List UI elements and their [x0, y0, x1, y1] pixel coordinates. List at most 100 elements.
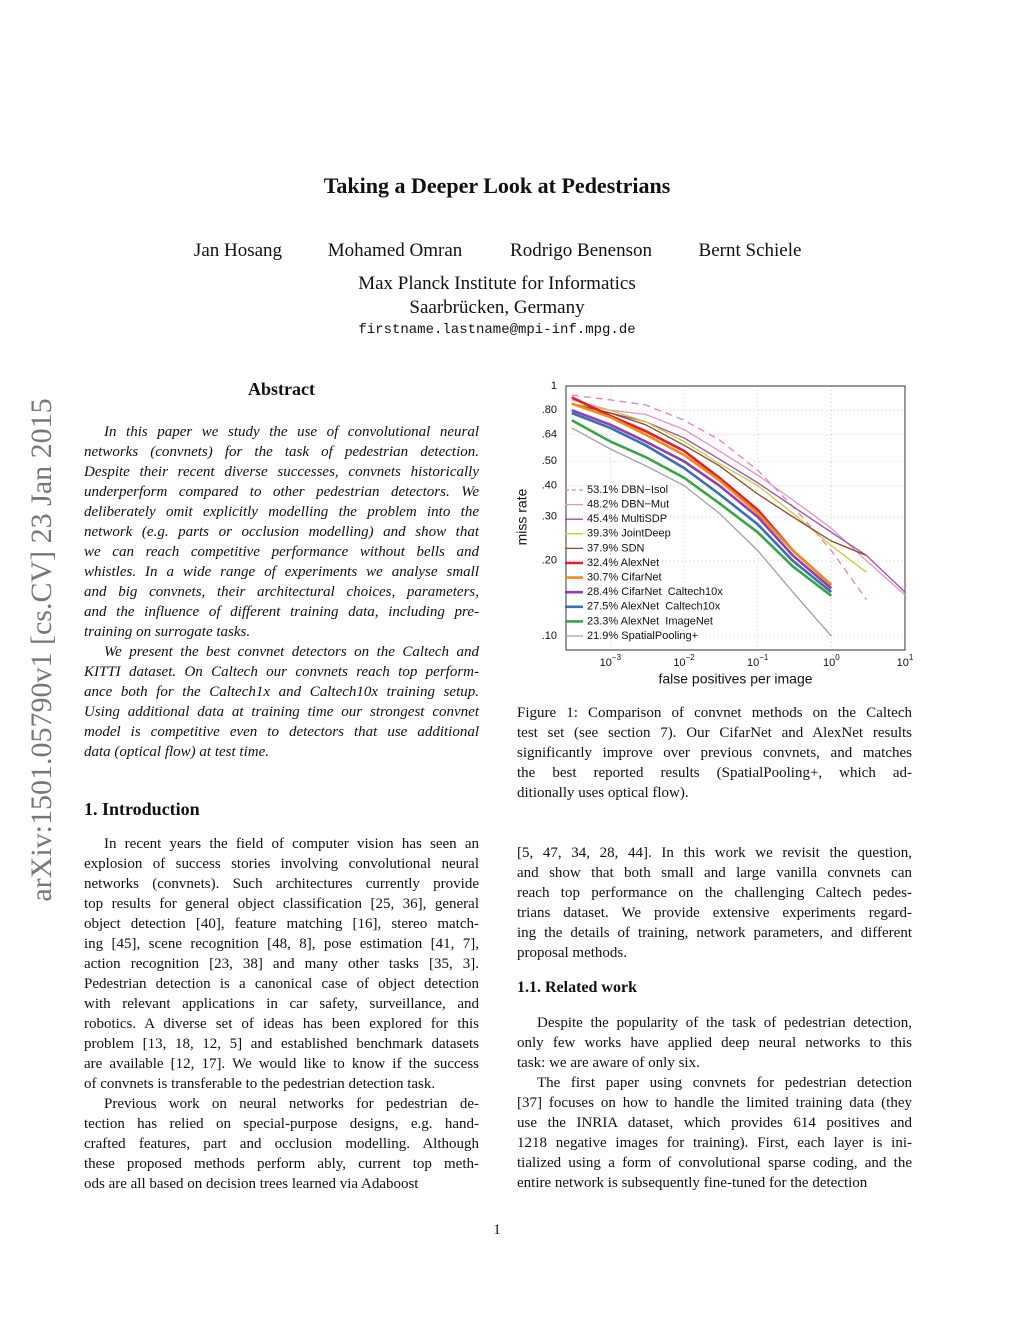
text-line: robotics. A diverse set of ideas has bee…	[84, 1016, 479, 1032]
legend-label: 39.3% JointDeep	[587, 528, 671, 540]
author: Bernt Schiele	[698, 240, 802, 261]
text-line: top results for general object classific…	[84, 896, 479, 912]
legend-label: 27.5% AlexNet Caltech10x	[587, 601, 721, 613]
legend-label: 37.9% SDN	[587, 542, 645, 554]
text-line: [37] focuses on how to handle the limite…	[517, 1095, 912, 1111]
legend-label: 28.4% CifarNet Caltech10x	[587, 586, 723, 598]
text-line: crafted features, part and occlusion mod…	[84, 1136, 479, 1152]
y-tick-label: .64	[542, 428, 557, 440]
series-line	[571, 411, 833, 594]
text-line: Despite the popularity of the task of pe…	[537, 1015, 912, 1031]
text-line: reach top performance on the challenging…	[517, 885, 912, 901]
y-tick-label: .40	[542, 479, 557, 491]
text-line: tialized using a form of convolutional s…	[517, 1155, 912, 1171]
text-line: networks (convnets). Such architectures …	[84, 876, 479, 892]
page-number: 1	[493, 1222, 501, 1238]
text-line: training on surrogate tasks.	[84, 624, 251, 640]
author: Jan Hosang	[193, 240, 283, 261]
affiliation: Max Planck Institute for Informatics	[358, 273, 636, 294]
text-line: and the influence of different training …	[84, 604, 479, 620]
x-tick-label: 101	[897, 653, 914, 669]
text-line: tection has relied on special-purpose de…	[84, 1116, 479, 1132]
series-line	[571, 419, 833, 597]
legend-label: 48.2% DBN−Mut	[587, 499, 669, 511]
text-line: ance both for the Caltech1x and Caltech1…	[84, 684, 479, 700]
email: firstname.lastname@mpi-inf.mpg.de	[358, 322, 636, 338]
text-line: underperform compared to other pedestria…	[84, 484, 479, 500]
text-line: ing the details of training, network par…	[517, 925, 912, 941]
x-tick-label: 100	[823, 653, 840, 669]
text-line: entire network is subsequently fine-tune…	[517, 1175, 868, 1191]
plot-frame	[565, 385, 906, 651]
text-line: use the INRIA dataset, which provides 61…	[517, 1115, 912, 1131]
subsection-heading: 1.1. Related work	[517, 979, 637, 996]
y-axis-label: miss rate	[514, 488, 530, 545]
section-heading: 1. Introduction	[84, 799, 200, 819]
author: Mohamed Omran	[327, 240, 463, 261]
title: Taking a Deeper Look at Pedestrians	[323, 173, 671, 198]
legend-label: 45.4% MultiSDP	[587, 513, 667, 525]
text-line: we can reach competitive performance wit…	[84, 544, 479, 560]
text-line: are available [12, 17]. We would like to…	[84, 1056, 479, 1072]
series-line	[571, 402, 833, 587]
text-line: 1218 negative images for training). Firs…	[517, 1135, 912, 1151]
text-line: proposal methods.	[517, 945, 627, 961]
y-tick-label: .30	[542, 511, 557, 523]
text-line: network (e.g. parts or occlusion modelli…	[84, 524, 479, 540]
series-line	[571, 403, 867, 557]
text-line: problem [13, 18, 12, 5] and established …	[84, 1036, 479, 1052]
x-tick-label: 10−3	[600, 653, 622, 669]
series-line	[571, 403, 906, 593]
legend-label: 32.4% AlexNet	[587, 557, 659, 569]
text-line: The first paper using convnets for pedes…	[537, 1075, 912, 1091]
text-line: Using additional data at training time o…	[84, 704, 479, 720]
y-tick-label: 1	[551, 380, 557, 392]
text-line: KITTI dataset. On Caltech our convnets r…	[84, 664, 479, 680]
x-tick-label: 10−1	[747, 653, 769, 669]
y-tick-label: .80	[542, 404, 557, 416]
text-line: only few works have applied deep neural …	[517, 1035, 912, 1051]
text-line: these proposed methods perform ably, cur…	[84, 1156, 479, 1172]
legend-label: 21.9% SpatialPooling+	[587, 630, 698, 642]
text-line: action recognition [23, 38] and many oth…	[84, 956, 479, 972]
text-line: the best reported results (SpatialPoolin…	[517, 765, 912, 781]
text-line: data (optical flow) at test time.	[84, 744, 269, 760]
series-line	[571, 427, 832, 637]
x-tick-label: 10−2	[673, 653, 695, 669]
text-line: test set (see section 7). Our CifarNet a…	[517, 725, 912, 741]
x-axis-label: false positives per image	[658, 671, 812, 687]
author: Rodrigo Benenson	[510, 240, 652, 261]
text-line: ods are all based on decision trees lear…	[84, 1176, 419, 1192]
text-line: ditionally uses optical flow).	[517, 785, 689, 801]
text-line: We present the best convnet detectors on…	[104, 644, 479, 660]
text-line: deliberately omit explicitly modelling t…	[84, 504, 479, 520]
text-line: ing [45], scene recognition [48, 8], pos…	[84, 936, 479, 952]
series-line	[571, 403, 867, 573]
series-line	[571, 408, 833, 590]
legend-label: 53.1% DBN−Isol	[587, 484, 668, 496]
text-line: Figure 1: Comparison of convnet methods …	[517, 705, 912, 721]
text-line: model is competitive even to detectors t…	[84, 724, 479, 740]
y-tick-label: .20	[542, 555, 557, 567]
text-line: object detection [40], feature matching …	[84, 916, 479, 932]
text-line: networks (convnets) for the task of pede…	[84, 444, 479, 460]
text-line: whistles. In a wide range of experiments…	[84, 564, 479, 580]
text-line: explosion of success stories involving c…	[84, 856, 479, 872]
y-tick-label: .50	[542, 455, 557, 467]
legend-label: 30.7% CifarNet	[587, 572, 662, 584]
text-line: with relevant applications in car safety…	[84, 996, 479, 1012]
abstract-heading: Abstract	[248, 379, 315, 399]
y-tick-label: .10	[542, 630, 557, 642]
text-line: In this paper we study the use of convol…	[104, 424, 479, 440]
text-line: significantly improve over previous conv…	[517, 745, 912, 761]
affiliation: Saarbrücken, Germany	[409, 297, 585, 318]
text-line: and show that both small and large vanil…	[517, 865, 912, 881]
text-line: [5, 47, 34, 28, 44]. In this work we rev…	[517, 845, 912, 861]
text-line: trians dataset. We provide extensive exp…	[517, 905, 912, 921]
text-line: In recent years the field of computer vi…	[104, 836, 479, 852]
text-line: Previous work on neural networks for ped…	[104, 1096, 479, 1112]
text-line: and big convnets, their architectural ch…	[84, 584, 479, 600]
legend-label: 23.3% AlexNet ImageNet	[587, 615, 713, 627]
